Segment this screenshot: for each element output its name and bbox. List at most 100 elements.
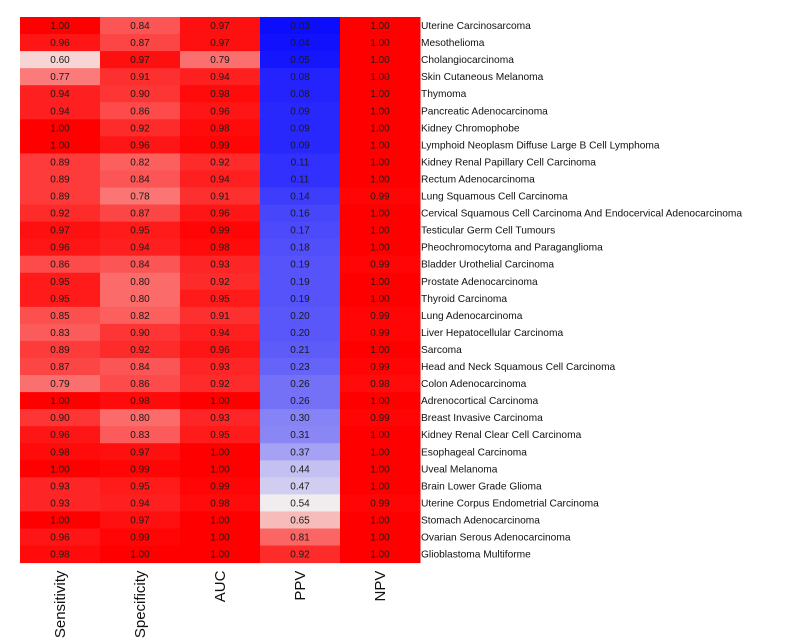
heatmap-cell	[20, 409, 101, 427]
heatmap-cell	[100, 460, 181, 478]
cell-value-label: 0.95	[130, 226, 150, 237]
heatmap-cell	[180, 323, 261, 342]
cell-value-label: 0.94	[130, 498, 150, 509]
heatmap-cell	[340, 34, 421, 52]
heatmap-cell	[260, 494, 341, 512]
cell-value-label: 0.83	[50, 328, 70, 339]
heatmap-cell	[340, 119, 421, 137]
cell-value-label: 1.00	[370, 209, 390, 220]
cell-value-label: 0.60	[50, 55, 70, 66]
heatmap-cell	[20, 170, 101, 188]
cell-value-label: 0.89	[50, 174, 70, 185]
heatmap-cell	[100, 153, 181, 171]
heatmap-cell	[20, 358, 101, 376]
heatmap-cell	[260, 170, 341, 188]
column-labels: Sensitivity Specificity AUC PPV NPV	[52, 570, 389, 638]
cell-value-label: 0.96	[50, 243, 70, 254]
cell-value-label: 1.00	[370, 533, 390, 544]
heatmap-cell	[100, 443, 181, 461]
heatmap-cell	[340, 477, 421, 495]
heatmap-cell	[100, 392, 181, 410]
heatmap-cell	[100, 494, 181, 512]
heatmap-cell	[180, 136, 261, 154]
row-label: Cervical Squamous Cell Carcinoma And End…	[421, 209, 742, 220]
cell-value-label: 0.99	[370, 413, 390, 424]
cell-value-label: 0.98	[210, 498, 230, 509]
cell-value-label: 1.00	[210, 515, 230, 526]
heatmap-cell	[100, 289, 181, 308]
row-label: Kidney Renal Papillary Cell Carcinoma	[421, 157, 596, 168]
cell-value-label: 0.96	[50, 38, 70, 49]
cell-value-label: 0.80	[130, 277, 150, 288]
cell-value-label: 0.89	[50, 345, 70, 356]
cell-value-label: 1.00	[370, 21, 390, 32]
cell-value-label: 0.95	[210, 430, 230, 441]
heatmap-cells: 1.00 0.84 0.97 0.03 1.00 0.96 0.87 0.97 0.04 1.00…	[20, 17, 421, 564]
cell-value-label: 1.00	[370, 123, 390, 134]
cell-value-label: 0.86	[130, 379, 150, 390]
cell-value-label: 0.93	[210, 362, 230, 373]
cell-value-label: 1.00	[50, 464, 70, 475]
row-label: Uterine Corpus Endometrial Carcinoma	[421, 498, 599, 509]
heatmap-cell	[20, 187, 101, 206]
heatmap-cell	[100, 85, 181, 103]
heatmap-cell	[100, 511, 181, 529]
heatmap-cell	[340, 136, 421, 154]
heatmap-cell	[180, 272, 261, 291]
row-label: Liver Hepatocellular Carcinoma	[421, 328, 563, 339]
heatmap-cell	[180, 187, 261, 206]
cell-value-label: 0.94	[210, 72, 230, 83]
cell-value-label: 0.84	[130, 260, 150, 271]
cell-value-label: 0.30	[290, 413, 310, 424]
cell-value-label: 1.00	[370, 243, 390, 254]
heatmap-cell	[180, 238, 261, 257]
cell-value-label: 0.80	[130, 294, 150, 305]
cell-value-label: 0.47	[290, 481, 310, 492]
cell-value-label: 1.00	[370, 89, 390, 100]
heatmap-cell	[100, 51, 181, 69]
heatmap-cell	[260, 323, 341, 342]
heatmap-cell	[340, 187, 421, 206]
column-label: NPV	[372, 571, 389, 602]
heatmap-cell	[260, 528, 341, 547]
cell-value-label: 0.99	[210, 140, 230, 151]
cell-value-label: 0.93	[50, 498, 70, 509]
cell-value-label: 0.19	[290, 277, 310, 288]
cell-value-label: 0.81	[290, 533, 310, 544]
cell-value-label: 1.00	[370, 106, 390, 117]
heatmap-cell	[260, 375, 341, 393]
row-label: Mesothelioma	[421, 38, 485, 49]
row-label: Lymphoid Neoplasm Diffuse Large B Cell L…	[421, 140, 660, 151]
row-label: Head and Neck Squamous Cell Carcinoma	[421, 362, 616, 373]
heatmap-cell	[340, 272, 421, 291]
heatmap-cell	[100, 17, 181, 35]
heatmap-cell	[340, 153, 421, 171]
cell-value-label: 0.17	[290, 226, 310, 237]
heatmap-cell	[100, 477, 181, 495]
cell-value-label: 0.85	[50, 311, 70, 322]
heatmap-cell	[180, 409, 261, 427]
cell-value-label: 0.89	[50, 192, 70, 203]
heatmap-cell	[20, 68, 101, 86]
heatmap-cell	[100, 545, 181, 564]
cell-value-label: 0.65	[290, 515, 310, 526]
cell-value-label: 0.03	[290, 21, 310, 32]
row-label: Lung Adenocarcinoma	[421, 311, 523, 322]
cell-value-label: 0.19	[290, 294, 310, 305]
row-label: Uterine Carcinosarcoma	[421, 21, 531, 32]
row-label: Rectum Adenocarcinoma	[421, 174, 535, 185]
heatmap-cell	[260, 136, 341, 154]
cell-value-label: 0.09	[290, 106, 310, 117]
cell-value-label: 0.96	[50, 533, 70, 544]
heatmap-cell	[340, 375, 421, 393]
cell-value-label: 0.92	[130, 345, 150, 356]
heatmap-cell	[180, 34, 261, 52]
heatmap-cell	[340, 340, 421, 359]
cell-value-label: 1.00	[50, 140, 70, 151]
row-label: Breast Invasive Carcinoma	[421, 413, 543, 424]
cell-value-label: 0.99	[370, 362, 390, 373]
cell-value-label: 0.31	[290, 430, 310, 441]
cell-value-label: 1.00	[370, 157, 390, 168]
heatmap-cell	[180, 460, 261, 478]
cell-value-label: 1.00	[130, 550, 150, 561]
